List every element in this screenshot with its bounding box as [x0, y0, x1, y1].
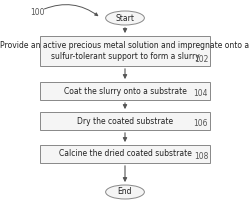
- Ellipse shape: [106, 11, 144, 25]
- Text: 108: 108: [194, 152, 208, 161]
- Text: End: End: [118, 187, 132, 197]
- Text: 104: 104: [194, 89, 208, 98]
- Text: Provide an active precious metal solution and impregnate onto a
sulfur-tolerant : Provide an active precious metal solutio…: [0, 41, 250, 61]
- FancyBboxPatch shape: [40, 36, 210, 66]
- Text: 102: 102: [194, 55, 208, 64]
- FancyBboxPatch shape: [40, 112, 210, 130]
- FancyBboxPatch shape: [40, 145, 210, 163]
- Ellipse shape: [106, 185, 144, 199]
- FancyBboxPatch shape: [40, 82, 210, 100]
- Text: 106: 106: [194, 119, 208, 128]
- Text: Start: Start: [116, 14, 134, 22]
- Text: Calcine the dried coated substrate: Calcine the dried coated substrate: [58, 150, 192, 158]
- Text: Dry the coated substrate: Dry the coated substrate: [77, 117, 173, 125]
- Text: 100: 100: [30, 8, 45, 17]
- Text: Coat the slurry onto a substrate: Coat the slurry onto a substrate: [64, 87, 186, 96]
